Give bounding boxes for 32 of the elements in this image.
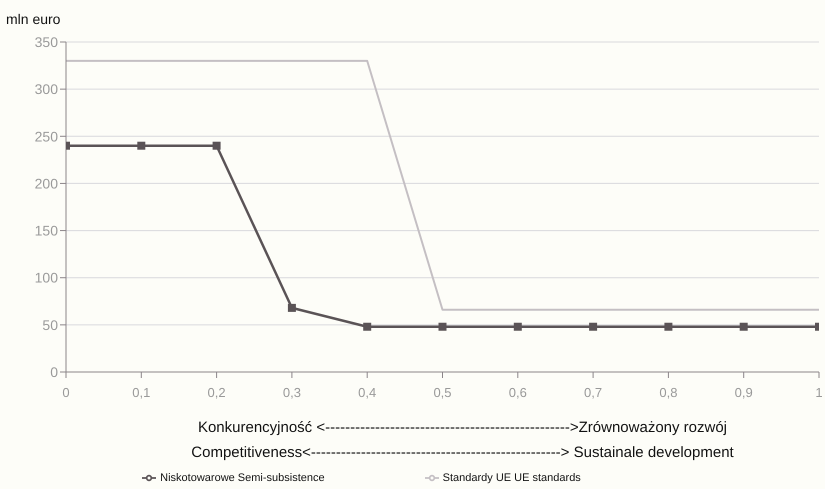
y-tick-label: 250 xyxy=(34,128,58,144)
point xyxy=(514,322,522,331)
y-tick-label: 200 xyxy=(34,175,58,192)
y-tick-label: 50 xyxy=(42,316,58,333)
point xyxy=(438,322,446,331)
y-tick-label: 350 xyxy=(34,34,58,50)
x-tick-label: 0,4 xyxy=(358,385,376,400)
x-tick-label: 0,3 xyxy=(282,385,301,400)
legend-label: Standardy UE UE standards xyxy=(442,472,581,484)
y-axis-title: mln euro xyxy=(6,11,61,27)
x-tick-label: 0,9 xyxy=(734,385,753,400)
x-tick-label: 0 xyxy=(62,385,70,400)
point xyxy=(664,322,672,331)
y-tick-label: 150 xyxy=(34,222,58,239)
point xyxy=(363,322,372,331)
x-tick-label: 0,1 xyxy=(132,385,150,400)
point xyxy=(740,322,748,331)
point xyxy=(288,304,296,312)
legend-label: Niskotowarowe Semi-subsistence xyxy=(160,472,325,484)
point xyxy=(137,142,146,150)
y-tick-label: 0 xyxy=(50,364,58,380)
y-tick-label: 100 xyxy=(34,270,58,286)
x-tick-label: 0,8 xyxy=(659,385,678,400)
x-axis-title: Konkurencyjność <------------------------------------------------->Zrównoważony rozwój Competitiveness<--------------------------------------------------> Sustainale development xyxy=(191,419,735,461)
x-tick-label: 0,7 xyxy=(584,385,602,400)
y-tick-label: 300 xyxy=(34,81,58,98)
x-tick-label: 1 xyxy=(815,385,823,400)
x-tick-label: 0,2 xyxy=(208,385,226,400)
point xyxy=(589,322,598,331)
x-tick-label: 0,5 xyxy=(433,385,452,400)
point xyxy=(212,142,221,150)
x-tick-label: 0,6 xyxy=(508,385,527,400)
